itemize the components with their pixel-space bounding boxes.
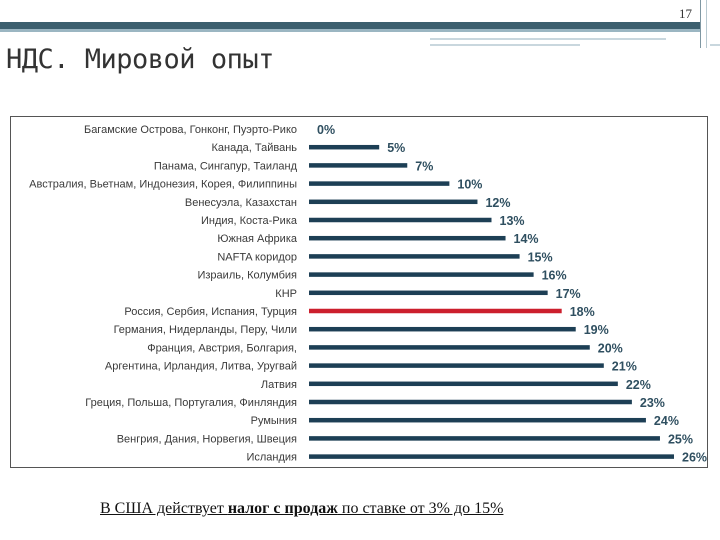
category-label: Багамские Острова, Гонконг, Пуэрто-Рико <box>84 124 297 136</box>
bar <box>309 345 590 350</box>
category-label: Венгрия, Дания, Норвегия, Швеция <box>117 433 297 445</box>
category-label: Греция, Польша, Португалия, Финляндия <box>85 397 297 409</box>
value-label: 25% <box>668 432 693 446</box>
category-label: Германия, Нидерланды, Перу, Чили <box>114 324 297 336</box>
top-band <box>0 0 720 22</box>
header-vertical-rule <box>706 0 707 48</box>
bar <box>309 163 408 168</box>
value-label: 7% <box>415 159 433 173</box>
bar <box>309 436 660 441</box>
category-label: Франция, Австрия, Болгария, <box>147 342 297 354</box>
header-rule-dark <box>0 22 700 29</box>
highlighted-bar <box>309 308 562 314</box>
bar <box>309 235 506 241</box>
value-label: 15% <box>528 250 553 264</box>
slide-number: 17 <box>679 6 692 21</box>
bar <box>309 272 534 277</box>
bar <box>309 144 380 150</box>
bar <box>309 399 632 405</box>
bar <box>309 199 478 205</box>
bar <box>309 217 492 223</box>
bar <box>309 326 576 332</box>
value-label: 17% <box>556 287 581 301</box>
category-label: Израиль, Колумбия <box>197 270 297 282</box>
value-label: 13% <box>500 214 525 228</box>
footnote-text-before: В США действует <box>100 500 228 517</box>
bar <box>309 454 674 459</box>
bar <box>309 181 450 186</box>
header-rule-light <box>0 29 700 32</box>
decor-line <box>710 44 720 46</box>
bar <box>309 381 618 387</box>
decor-line <box>430 38 666 40</box>
value-label: 26% <box>682 451 707 465</box>
category-label: Аргентина, Ирландия, Литва, Уругвай <box>105 361 297 373</box>
footnote-text-after: по ставке от 3% до 15% <box>337 500 504 517</box>
decor-line <box>430 44 580 46</box>
footnote-bold-term: налог с продаж <box>227 500 338 517</box>
value-label: 16% <box>542 269 567 283</box>
bar <box>309 254 520 259</box>
value-label: 10% <box>457 178 482 192</box>
bar <box>309 290 548 296</box>
category-label: Венесуэла, Казахстан <box>185 197 297 209</box>
category-label: Россия, Сербия, Испания, Турция <box>124 306 297 318</box>
value-label: 22% <box>626 378 651 392</box>
value-label: 18% <box>570 305 595 319</box>
header-vertical-rule <box>700 0 701 48</box>
value-label: 24% <box>654 414 679 428</box>
category-label: NAFTA коридор <box>217 251 297 263</box>
value-label: 21% <box>612 360 637 374</box>
value-label: 20% <box>598 341 623 355</box>
value-label: 5% <box>387 141 405 155</box>
category-label: Австралия, Вьетнам, Индонезия, Корея, Фи… <box>29 179 297 191</box>
vat-rate-bar-chart: Багамские Острова, Гонконг, Пуэрто-Рико 0… <box>29 123 707 465</box>
bar <box>309 417 646 423</box>
value-label: 0% <box>317 123 335 137</box>
category-label: Индия, Коста-Рика <box>201 215 298 227</box>
category-label: Румыния <box>251 415 297 427</box>
category-label: Южная Африка <box>217 233 298 245</box>
chart-frame: Багамские Острова, Гонконг, Пуэрто-Рико 0… <box>10 116 708 468</box>
footnote: В США действует налог с продаж по ставке… <box>100 500 503 518</box>
category-label: Исландия <box>246 452 297 464</box>
value-label: 12% <box>485 196 510 210</box>
value-label: 23% <box>640 396 665 410</box>
category-label: Панама, Сингапур, Таиланд <box>154 160 298 172</box>
value-label: 19% <box>584 323 609 337</box>
value-label: 14% <box>514 232 539 246</box>
category-label: Канада, Тайвань <box>212 142 298 154</box>
slide-title: НДС. Мировой опыт <box>6 44 274 75</box>
category-label: Латвия <box>261 379 297 391</box>
category-label: КНР <box>275 288 297 300</box>
bar <box>309 363 604 368</box>
